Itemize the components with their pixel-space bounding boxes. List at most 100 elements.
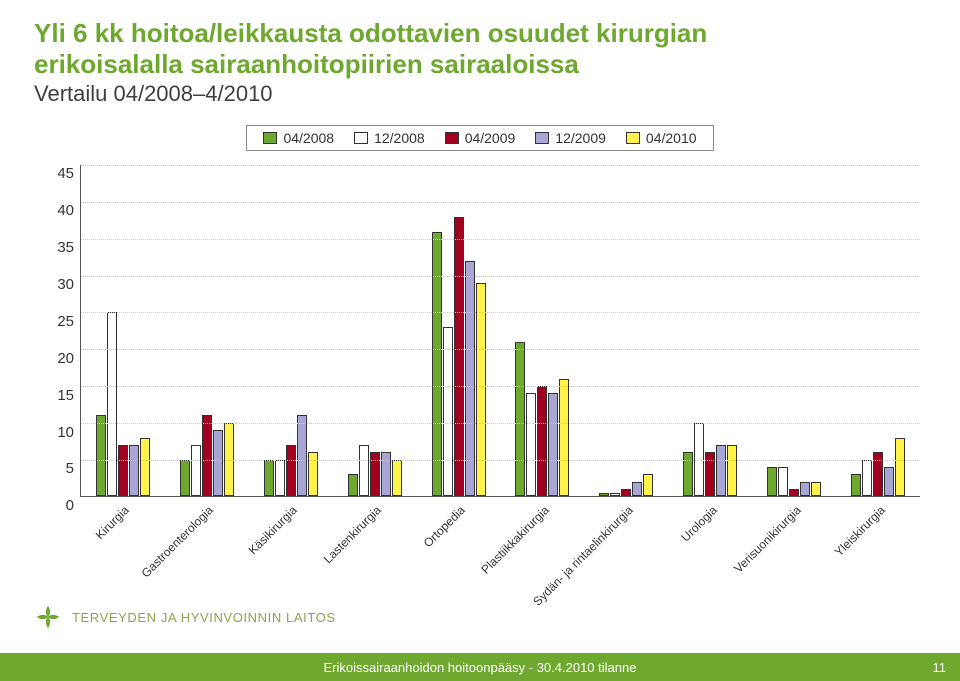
- legend-swatch: [354, 132, 368, 144]
- bar: [599, 493, 609, 497]
- legend-swatch: [263, 132, 277, 144]
- bar: [348, 474, 358, 496]
- legend-label: 04/2008: [283, 130, 334, 146]
- bar: [515, 342, 525, 496]
- chart-legend: 04/2008 12/2008 04/2009 12/2009 04/2010: [246, 125, 713, 151]
- title-line-2: erikoisalalla sairaanhoitopiirien sairaa…: [34, 49, 926, 80]
- bar: [191, 445, 201, 496]
- bar: [454, 217, 464, 497]
- x-label: Kirurgia: [80, 497, 164, 597]
- chart: 04/2008 12/2008 04/2009 12/2009 04/2010 0510…: [34, 125, 926, 525]
- bar-groups: [81, 165, 920, 496]
- bar: [129, 445, 139, 496]
- bar: [275, 460, 285, 497]
- legend-swatch: [626, 132, 640, 144]
- grid-line: [81, 239, 920, 240]
- footer-bar: Erikoissairaanhoidon hoitoonpääsy - 30.4…: [0, 653, 960, 681]
- bar: [359, 445, 369, 496]
- bar: [107, 312, 117, 496]
- bar-group: [668, 165, 752, 496]
- y-axis: 051015202530354045: [40, 165, 80, 497]
- x-label: Yleiskirurgia: [836, 497, 920, 597]
- bar: [716, 445, 726, 496]
- bar: [465, 261, 475, 496]
- bar-group: [333, 165, 417, 496]
- bar: [180, 460, 190, 497]
- grid-line: [81, 460, 920, 461]
- bar: [140, 438, 150, 497]
- grid-line: [81, 423, 920, 424]
- grid-line: [81, 165, 920, 166]
- bar-group: [417, 165, 501, 496]
- page-title: Yli 6 kk hoitoa/leikkausta odottavien os…: [34, 18, 926, 79]
- x-label: Urologia: [668, 497, 752, 597]
- bar: [297, 415, 307, 496]
- x-label: Sydän- ja rintaelinkirurgia: [584, 497, 668, 597]
- grid-line: [81, 202, 920, 203]
- bar: [851, 474, 861, 496]
- legend-item: 12/2008: [354, 130, 425, 146]
- grid-line: [81, 349, 920, 350]
- bar: [537, 386, 547, 496]
- bar: [443, 327, 453, 496]
- title-line-1: Yli 6 kk hoitoa/leikkausta odottavien os…: [34, 18, 926, 49]
- x-label: Gastroenterologia: [164, 497, 248, 597]
- x-label: Ortopedia: [416, 497, 500, 597]
- chart-area: 051015202530354045 KirurgiaGastroenterol…: [40, 165, 920, 525]
- bar: [895, 438, 905, 497]
- x-label: Plastiikkakirurgia: [500, 497, 584, 597]
- legend-label: 12/2008: [374, 130, 425, 146]
- bar: [264, 460, 274, 497]
- bar: [559, 379, 569, 497]
- bar-group: [81, 165, 165, 496]
- thl-logo-icon: [34, 603, 62, 631]
- legend-swatch: [445, 132, 459, 144]
- bar-group: [836, 165, 920, 496]
- bar-group: [249, 165, 333, 496]
- bar: [632, 482, 642, 497]
- bar: [884, 467, 894, 496]
- bar: [800, 482, 810, 497]
- org-footer: TERVEYDEN JA HYVINVOINNIN LAITOS: [34, 603, 336, 631]
- bar-group: [165, 165, 249, 496]
- legend-label: 04/2010: [646, 130, 697, 146]
- bar: [548, 393, 558, 496]
- bar: [727, 445, 737, 496]
- bar: [811, 482, 821, 497]
- slide: Yli 6 kk hoitoa/leikkausta odottavien os…: [0, 0, 960, 681]
- bar: [118, 445, 128, 496]
- grid-line: [81, 276, 920, 277]
- bar-group: [584, 165, 668, 496]
- bar: [778, 467, 788, 496]
- page-number: 11: [933, 660, 947, 675]
- bar: [476, 283, 486, 496]
- bar: [202, 415, 212, 496]
- legend-item: 04/2009: [445, 130, 516, 146]
- bar: [392, 460, 402, 497]
- plot-area: [80, 165, 920, 497]
- legend-item: 04/2010: [626, 130, 697, 146]
- x-label: Käsikirurgia: [248, 497, 332, 597]
- bar-group: [501, 165, 585, 496]
- bar: [643, 474, 653, 496]
- org-label: TERVEYDEN JA HYVINVOINNIN LAITOS: [72, 610, 336, 625]
- bar: [96, 415, 106, 496]
- grid-line: [81, 312, 920, 313]
- legend-item: 12/2009: [535, 130, 606, 146]
- bar-group: [752, 165, 836, 496]
- bar: [621, 489, 631, 496]
- footer-text: Erikoissairaanhoidon hoitoonpääsy - 30.4…: [324, 660, 637, 675]
- bar: [213, 430, 223, 496]
- x-label: Lastenkirurgia: [332, 497, 416, 597]
- bar: [862, 460, 872, 497]
- bar: [526, 393, 536, 496]
- bar: [610, 493, 620, 497]
- x-label: Verisuonikirurgia: [752, 497, 836, 597]
- legend-item: 04/2008: [263, 130, 334, 146]
- x-axis: KirurgiaGastroenterologiaKäsikirurgiaLas…: [80, 497, 920, 597]
- legend-label: 12/2009: [555, 130, 606, 146]
- bar: [789, 489, 799, 496]
- bar: [767, 467, 777, 496]
- grid-line: [81, 386, 920, 387]
- page-subtitle: Vertailu 04/2008–4/2010: [34, 81, 926, 107]
